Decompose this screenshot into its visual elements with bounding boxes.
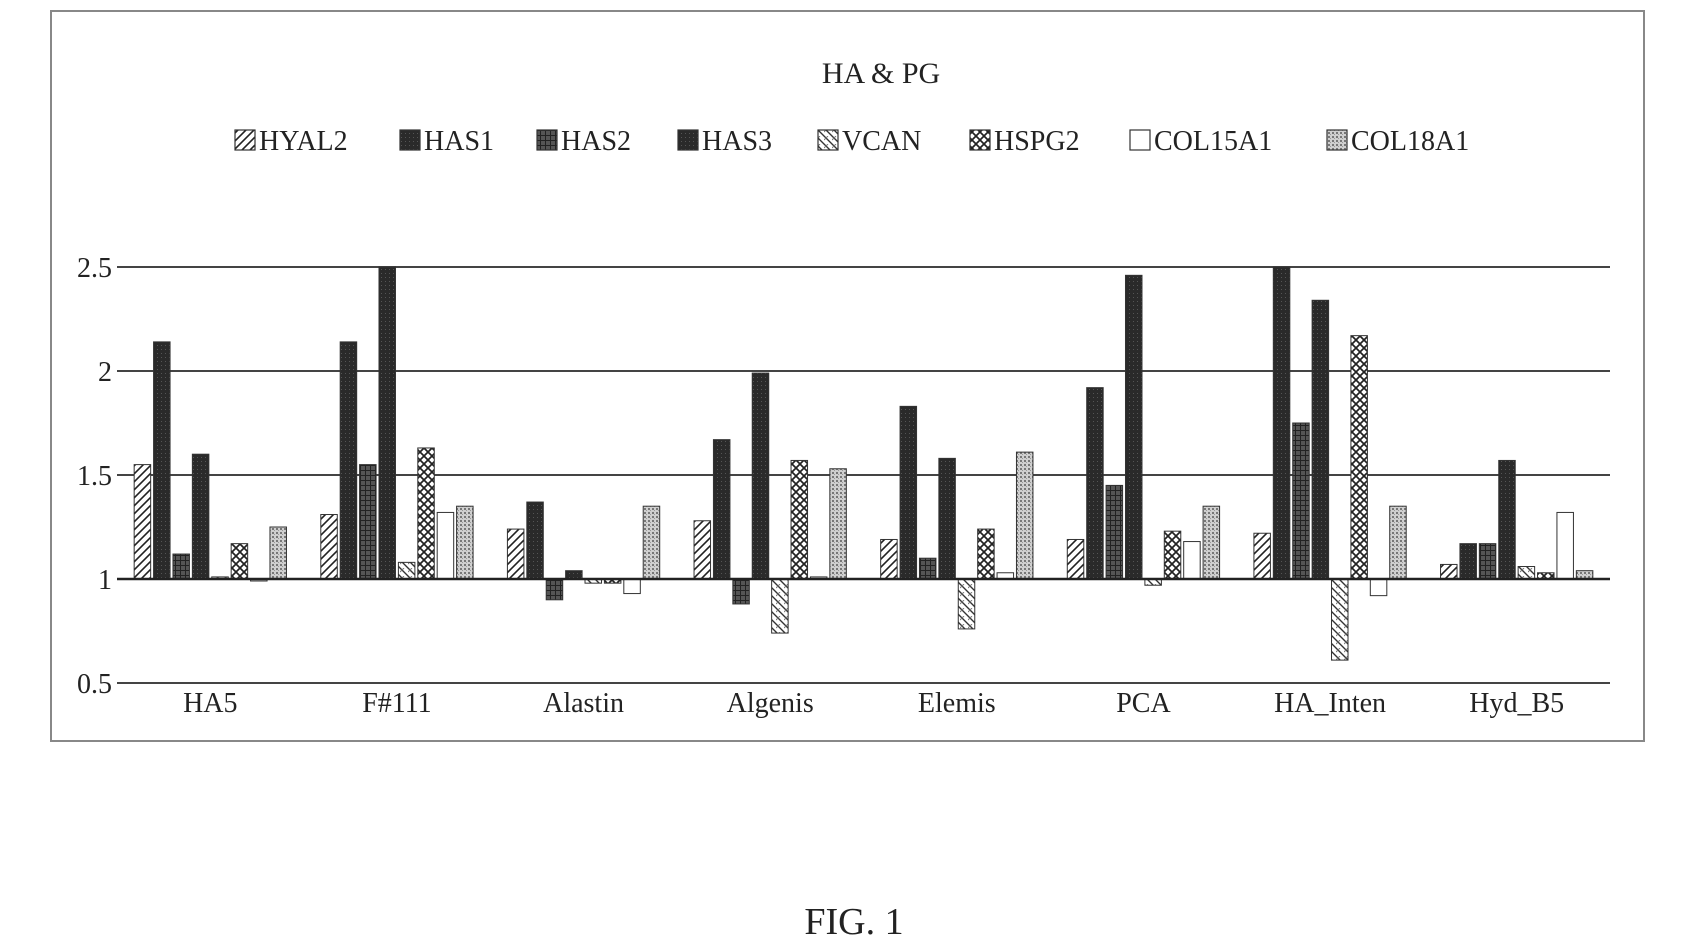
legend-swatch [1326,129,1348,151]
bar-col18a1-ha-inten [1389,505,1407,580]
legend-label: HSPG2 [994,126,1080,157]
bar-hspg2-ha5 [230,543,249,580]
chart-frame [50,10,1645,742]
bar-vcan-elemis [957,578,976,630]
legend-label: HAS2 [561,126,631,157]
chart-title: HA & PG [822,57,940,90]
y-tick-label: 1 [98,565,112,596]
bar-hyal2-alastin [506,528,525,580]
bar-has3-ha5 [191,453,210,580]
legend-swatch [817,129,839,151]
x-tick-label: Alastin [543,688,624,719]
bar-hyal2-ha5 [133,464,152,580]
bar-vcan-f-111 [397,561,416,580]
bar-has3-f-111 [378,266,396,580]
bar-has2-algenis [732,578,750,605]
bar-has3-elemis [938,457,956,580]
legend-swatch [234,129,256,151]
x-tick-label: PCA [1116,688,1171,719]
bar-col18a1-alastin [642,505,661,580]
bar-vcan-hyd-b5 [1517,566,1536,580]
legend-swatch [969,129,991,151]
y-tick-label: 2.5 [77,253,112,284]
bar-hyal2-ha-inten [1253,532,1271,580]
bars [117,266,1610,661]
bar-hspg2-elemis [977,528,995,580]
y-tick-label: 2 [98,357,112,388]
bar-hyal2-elemis [880,538,898,580]
bar-has2-hyd-b5 [1478,543,1497,580]
legend-swatch [1129,129,1151,151]
bar-col15a1-hyd-b5 [1556,511,1574,580]
x-tick-label: Elemis [918,688,996,719]
bar-hspg2-algenis [790,459,809,580]
bar-col18a1-algenis [829,468,847,580]
bar-has2-ha5 [172,553,190,580]
bar-hyal2-f-111 [320,514,338,580]
y-tick-label: 0.5 [77,669,112,700]
x-tick-label: Algenis [727,688,814,719]
bar-has2-f-111 [359,464,377,580]
bar-col15a1-ha-inten [1369,578,1388,597]
bar-hyal2-algenis [693,520,712,580]
x-tick-label: F#111 [362,688,432,719]
bar-has1-f-111 [339,341,358,580]
bar-hyal2-hyd-b5 [1440,563,1458,580]
legend-label: COL18A1 [1351,126,1469,157]
bar-hspg2-f-111 [417,447,435,580]
figure-caption: FIG. 1 [804,901,904,943]
bar-col18a1-ha5 [269,526,287,580]
bar-has1-algenis [712,439,731,580]
bar-has3-pca [1124,274,1143,580]
bar-has2-elemis [918,557,937,580]
legend-label: HAS3 [702,126,772,157]
legend-label: HYAL2 [259,126,348,157]
x-tick-label: HA5 [183,688,237,719]
bar-col18a1-pca [1202,505,1221,580]
bar-hspg2-pca [1163,530,1182,580]
x-axis: HA5 F#111 Alastin Algenis Elemis PCA HA_Inten H… [183,688,1564,719]
x-tick-label: HA_Inten [1274,688,1386,719]
bar-col15a1-alastin [623,578,641,595]
legend-swatch [536,129,558,151]
bar-has3-ha-inten [1311,299,1330,580]
y-axis: 0.5 1 1.5 2 2.5 [77,253,112,700]
bar-has3-algenis [751,372,770,580]
legend-label: VCAN [842,126,921,157]
bar-has1-pca [1086,387,1104,580]
bar-vcan-ha-inten [1331,578,1349,661]
bar-col15a1-pca [1183,541,1201,580]
legend-swatch [399,129,421,151]
bar-hspg2-ha-inten [1350,335,1368,580]
legend-label: HAS1 [424,126,494,157]
bar-col18a1-hyd-b5 [1575,570,1594,580]
bar-has2-alastin [545,578,564,601]
bar-col15a1-f-111 [436,511,455,580]
legend-label: COL15A1 [1154,126,1272,157]
legend: HYAL2 HAS1 HAS2 HAS3 VCAN HSPG2 COL15A1 COL18A1 [234,126,1469,157]
bar-col18a1-f-111 [456,505,474,580]
y-tick-label: 1.5 [77,461,112,492]
bar-has3-hyd-b5 [1498,459,1516,580]
bar-col18a1-elemis [1015,451,1034,580]
bar-has1-ha-inten [1272,266,1291,580]
bar-has2-ha-inten [1292,422,1310,580]
x-tick-label: Hyd_B5 [1469,688,1564,719]
bar-has1-ha5 [153,341,171,580]
bar-vcan-algenis [771,578,789,634]
bar-has1-hyd-b5 [1459,543,1477,580]
bar-has1-elemis [899,405,918,580]
bar-has3-alastin [565,570,583,580]
bar-has1-alastin [526,501,544,580]
bar-has2-pca [1105,484,1124,580]
legend-swatch [677,129,699,151]
bar-hyal2-pca [1066,538,1085,580]
